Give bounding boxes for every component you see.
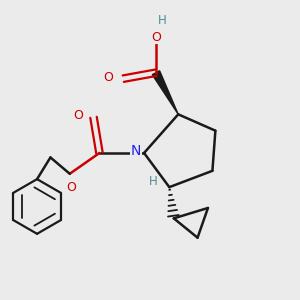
Text: H: H xyxy=(148,175,157,188)
Text: H: H xyxy=(158,14,166,27)
Text: O: O xyxy=(74,109,84,122)
Text: O: O xyxy=(66,181,76,194)
Text: O: O xyxy=(103,71,113,84)
Text: O: O xyxy=(151,31,161,44)
Text: N: N xyxy=(130,145,141,158)
Polygon shape xyxy=(152,71,178,114)
